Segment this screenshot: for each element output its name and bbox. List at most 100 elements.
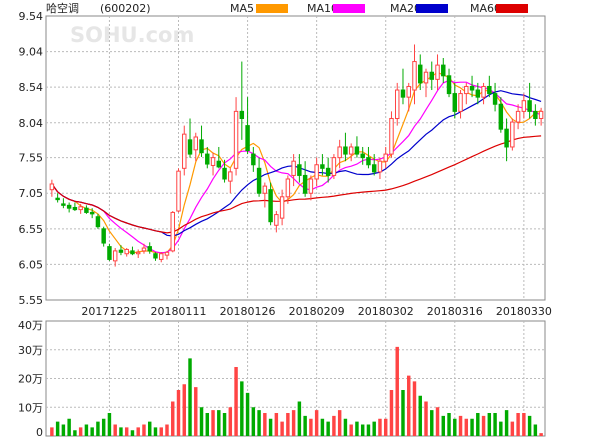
candle-body [176,170,181,212]
candle-body [498,103,504,130]
volume-bar [412,381,417,436]
ma60-line [51,135,542,234]
volume-bar [280,421,284,436]
legend: MA5 MA10 MA20 MA60 [230,2,528,15]
volume-bar [73,430,77,436]
candle-body [210,157,216,166]
volume-tick-label: 40万 [18,319,43,332]
candle-body [423,71,429,84]
stock-name: 哈空调 [46,1,79,15]
candle-body [251,153,256,166]
volume-bar [430,410,434,436]
candle-body [124,248,129,255]
price-tick-label: 6.55 [19,223,44,236]
candle-body [366,157,371,166]
candle-body [256,167,262,194]
volume-bar [435,407,440,436]
volume-bar [539,433,543,436]
volume-bar [257,410,261,436]
volume-bar [309,418,313,436]
volume-bar [510,421,515,436]
candle-body [118,249,124,253]
candle-body [446,75,452,95]
volume-bar [153,427,158,436]
candle-body [308,178,314,194]
volume-bar [441,415,445,436]
date-tick-label: 20180126 [220,305,276,318]
watermark: SOHU.com [70,23,194,47]
volume-tick-label: 0 [36,426,43,439]
volume-bar [291,410,296,436]
volume-bar [55,421,60,436]
legend-swatch-ma10 [333,4,365,13]
volume-bar [337,410,342,436]
volume-bar [211,410,215,436]
candle-body [95,216,101,228]
legend-swatch-ma5 [256,4,288,13]
volume-bar [124,427,129,436]
candle-body [297,164,302,176]
volume-bar [268,418,273,436]
candle-body [274,214,279,226]
legend-swatch-ma20 [416,4,448,13]
candle-body [107,246,112,260]
volume-bar [176,390,181,436]
date-tick-label: 20180209 [289,305,345,318]
candle-body [66,204,72,209]
candle-body [291,160,296,176]
candle-body [101,228,106,244]
price-tick-label: 5.55 [19,294,44,307]
candle-body [527,100,532,112]
volume-bar [84,424,89,436]
ma10-line [51,79,542,254]
candle-body [49,183,55,191]
candle-body [492,93,498,105]
volume-bar [418,395,422,436]
volume-bar [148,421,152,436]
price-tick-label: 6.05 [19,258,44,271]
ma20-line [51,90,542,237]
volume-bar [67,418,71,436]
candle-body [228,171,233,182]
candle-body [199,139,204,154]
candle-body [538,110,544,119]
candle-body [533,110,538,119]
candle-body [458,93,463,112]
candle-body [464,85,469,95]
volume-bar [320,418,325,436]
candle-body [354,146,360,155]
price-tick-label: 9.04 [19,46,44,59]
volume-bar [182,384,186,436]
candle-body [320,164,325,169]
volume-bar [165,424,169,436]
volume-bar [234,367,238,436]
volume-bar [481,415,486,436]
candle-body [441,64,446,77]
legend-swatch-ma60 [496,4,528,13]
candle-body [360,153,365,159]
candle-body [487,85,492,95]
candle-body [130,250,135,255]
volume-tick-label: 20万 [18,373,43,386]
volume-bar [453,418,457,436]
candle-body [279,196,285,219]
volume-bar [493,413,497,436]
candle-body [435,64,440,80]
candle-body [452,93,458,112]
volume-bar [199,407,204,436]
candle-body [61,203,66,206]
candle-body [348,146,354,155]
volume-bar [142,424,146,436]
candle-body [521,100,527,112]
legend-label-ma5: MA5 [230,2,254,15]
volume-bar [464,418,469,436]
candle-body [429,71,434,80]
candle-body [112,250,118,262]
volume-bar [407,375,411,436]
price-panel: 9.54 9.04 8.54 8.04 7.55 7.05 6.55 6.05 5.55 [19,10,546,307]
price-tick-label: 8.04 [19,117,44,130]
candle-body [89,211,95,215]
candle-body [55,197,60,201]
volume-bar [222,413,227,436]
date-tick-label: 20180302 [358,305,414,318]
